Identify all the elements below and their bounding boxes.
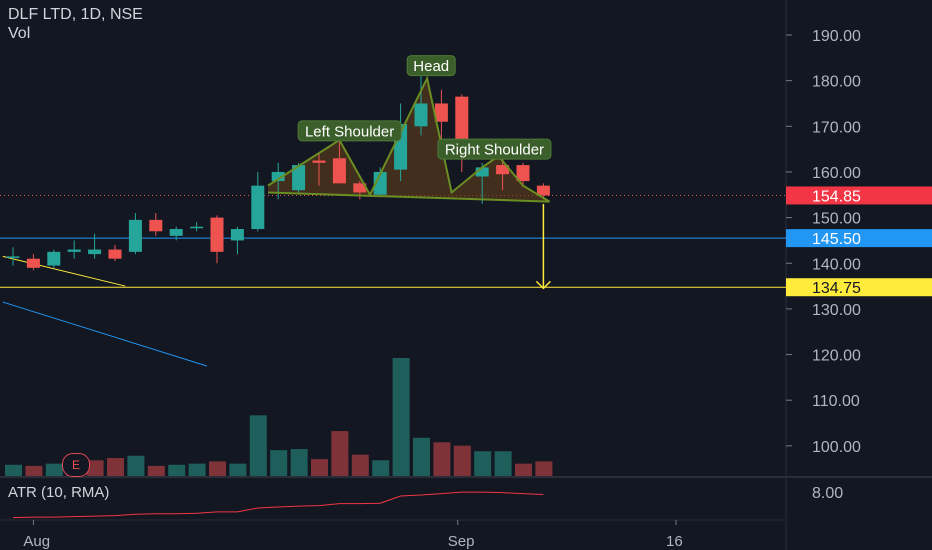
volume-bar (515, 463, 532, 476)
x-tick-label: 16 (666, 533, 683, 550)
pattern-label-box (406, 55, 456, 77)
y-tick-label: 130.00 (812, 302, 861, 319)
candle-body (496, 165, 510, 175)
price-tag-box (786, 186, 932, 205)
target-arrow-head (535, 280, 551, 290)
volume-bar (25, 465, 43, 476)
pattern-outline (267, 75, 551, 203)
y-tick-label: 160.00 (812, 165, 861, 182)
volume-bar (107, 458, 124, 476)
volume-bar (45, 463, 63, 476)
volume-bar (127, 455, 145, 476)
y-tick-label: 140.00 (812, 256, 861, 273)
x-tick-label: Aug (23, 533, 50, 550)
volume-bar (168, 464, 186, 476)
volume-bar (331, 431, 349, 476)
candle-body (332, 158, 346, 184)
pattern-label-text: Right Shoulder (445, 142, 544, 159)
pattern-label: Head (406, 55, 456, 77)
candle-body (26, 258, 40, 268)
atr-line (12, 491, 544, 519)
candle-body (292, 165, 306, 191)
volume-label: Vol (8, 25, 31, 42)
candle-body (47, 251, 61, 266)
candle-body (88, 249, 102, 255)
volume-bar (372, 460, 390, 476)
volume-bar (270, 450, 288, 476)
candle-body (516, 165, 530, 182)
symbol-title: DLF LTD, 1D, NSE (8, 6, 143, 23)
candle-body (373, 171, 387, 195)
trend-line (2, 301, 207, 367)
y-tick-label: 110.00 (812, 393, 860, 410)
candle-body (475, 167, 489, 177)
price-tag-box (786, 278, 932, 297)
volume-bar (494, 451, 512, 476)
pattern-label-text: Head (413, 58, 449, 75)
price-tag-label: 154.85 (812, 188, 861, 205)
candle-body (6, 256, 20, 258)
volume-bar (188, 463, 206, 476)
candle-body (251, 185, 265, 230)
candle-body (108, 249, 122, 259)
y-tick-label: 180.00 (812, 74, 861, 91)
candle-body (353, 183, 367, 193)
pattern-label: Right Shoulder (437, 138, 552, 160)
candle-body (271, 171, 285, 182)
atr-axis-label: 8.00 (812, 485, 843, 502)
candle-body (128, 219, 142, 252)
volume-bar (290, 449, 308, 476)
volume-bar (433, 442, 451, 476)
atr-indicator-title: ATR (10, RMA) (8, 484, 110, 501)
volume-bar (351, 454, 369, 476)
neckline (267, 191, 550, 203)
candle-body (210, 217, 224, 252)
trend-line (2, 255, 126, 287)
candle-body (149, 219, 163, 232)
y-tick-label: 100.00 (812, 439, 861, 456)
volume-bar (453, 445, 471, 476)
y-tick-label: 170.00 (812, 119, 861, 136)
x-tick-label: Sep (448, 533, 475, 550)
price-tag-label: 145.50 (812, 231, 861, 248)
volume-bar (535, 461, 553, 476)
pattern-label-box (437, 138, 552, 160)
price-tag-label: 134.75 (812, 280, 861, 297)
candle-body (434, 103, 448, 122)
candle-body (455, 96, 469, 152)
earnings-marker[interactable]: E (62, 453, 90, 477)
price-tag-box (786, 229, 932, 248)
pattern-label-text: Left Shoulder (305, 123, 394, 140)
candle-body (169, 229, 183, 236)
y-tick-label: 150.00 (812, 211, 861, 228)
volume-bar (147, 465, 165, 476)
volume-bar (209, 461, 226, 476)
candle-body (312, 160, 326, 163)
y-tick-label: 190.00 (812, 28, 861, 45)
volume-bar (311, 459, 328, 476)
pattern-label-box (297, 120, 402, 142)
candle-body (190, 226, 204, 229)
chart-legend: DLF LTD, 1D, NSE Vol (8, 5, 143, 43)
candle-body (414, 103, 428, 127)
y-tick-label: 120.00 (812, 348, 861, 365)
volume-bar (392, 358, 410, 476)
volume-bar (5, 464, 22, 476)
volume-bar (249, 415, 267, 476)
volume-bar (86, 460, 104, 476)
candle-body (230, 229, 244, 241)
pattern-label: Left Shoulder (297, 120, 402, 142)
volume-bar (413, 437, 430, 476)
volume-bar (474, 451, 492, 476)
candle-body (536, 185, 550, 196)
candle-body (67, 249, 81, 252)
volume-bar (229, 463, 247, 476)
